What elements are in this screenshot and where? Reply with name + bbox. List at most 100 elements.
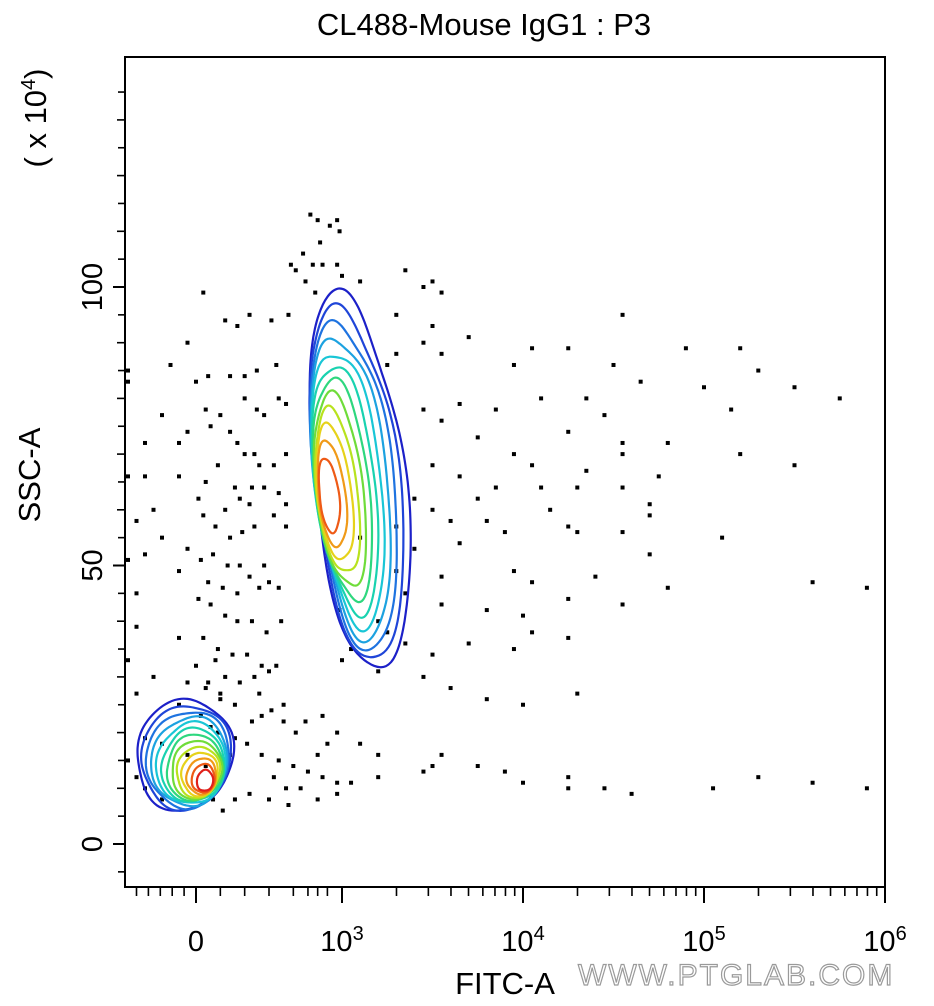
event-dot-171 [376,669,381,674]
event-dot-163 [177,635,181,640]
event-dot-125 [198,557,203,562]
event-dot-219 [475,764,480,769]
event-dot-233 [575,691,580,696]
event-dot-242 [511,569,516,574]
event-dot-128 [237,563,242,568]
event-dot-245 [810,580,815,585]
y-axis-multiplier: ( x 104) [18,69,53,168]
event-dot-12 [358,279,363,284]
event-dot-141 [439,602,444,607]
event-dot-82 [252,452,257,457]
y-axis-label: SSC-A [12,427,47,522]
event-dot-103 [276,491,281,496]
contour-upper-2 [308,319,398,652]
event-dot-261 [196,496,201,501]
event-dot-183 [281,719,286,724]
event-dot-24 [269,318,274,323]
event-dot-67 [475,435,480,440]
event-dot-42 [194,379,198,384]
event-dot-20 [201,290,206,295]
event-dot-90 [539,485,544,490]
event-dot-130 [143,552,147,557]
event-dot-172 [421,674,426,679]
event-dot-281 [325,741,330,746]
contour-upper-0 [308,287,412,669]
event-dot-56 [254,407,259,412]
event-dot-224 [756,775,761,780]
event-dot-149 [208,602,213,607]
event-dot-267 [245,741,250,746]
event-dot-246 [864,585,869,590]
event-dot-185 [303,719,308,724]
event-dot-170 [340,658,344,663]
event-dot-49 [683,346,688,351]
y-tick-label-0: 0 [77,836,109,852]
event-dot-23 [247,312,252,317]
event-dot-146 [665,585,670,590]
event-dot-46 [254,368,259,373]
event-dot-47 [274,362,279,367]
event-dot-94 [647,513,652,518]
event-dot-188 [358,741,363,746]
event-dot-273 [335,780,340,785]
event-dot-193 [566,775,571,780]
event-dot-218 [439,752,444,757]
event-dot-169 [274,663,279,668]
event-dot-32 [466,335,471,340]
event-dot-266 [232,736,237,741]
event-dot-7 [310,262,315,267]
event-dot-174 [126,658,130,663]
event-dot-1 [315,218,320,223]
event-dot-93 [647,502,652,507]
event-dot-45 [242,374,247,379]
event-dot-41 [126,379,130,384]
event-dot-3 [335,218,340,223]
event-dot-101 [249,485,254,490]
event-dot-277 [349,647,354,652]
event-dot-144 [566,596,571,601]
event-dot-102 [262,485,267,490]
event-dot-100 [232,485,237,490]
event-dot-201 [185,752,190,757]
contour-upper-11 [317,457,342,535]
event-dot-213 [298,786,303,791]
event-dot-228 [218,697,223,702]
event-dot-178 [218,691,223,696]
event-dot-230 [281,702,286,707]
event-dot-99 [215,463,220,468]
event-dot-182 [269,708,274,713]
watermark: WWW.PTGLAB.COM [578,959,894,992]
event-dot-16 [288,262,293,267]
event-dot-35 [566,346,571,351]
event-dot-68 [511,452,516,457]
event-dot-121 [252,524,257,529]
event-dot-116 [151,507,156,512]
event-dot-22 [235,323,240,328]
event-dot-203 [126,758,130,763]
event-dot-229 [257,691,262,696]
event-dot-34 [530,346,535,351]
event-dot-6 [301,251,306,256]
event-dot-120 [240,530,245,535]
event-dot-196 [177,702,181,707]
event-dot-234 [194,663,198,668]
event-dot-161 [566,635,571,640]
event-dot-155 [385,630,390,635]
event-dot-86 [430,463,435,468]
event-dot-157 [430,652,435,657]
x-axis-label: FITC-A [455,966,555,1001]
event-dot-105 [412,496,417,501]
event-dot-280 [315,752,320,757]
event-dot-152 [249,619,254,624]
event-dot-21 [223,318,228,323]
event-dot-187 [335,730,340,735]
event-dot-51 [185,340,190,345]
event-dot-212 [286,803,291,808]
event-dot-30 [385,362,390,367]
event-dot-137 [257,585,262,590]
event-dot-78 [208,424,213,429]
event-dot-13 [421,285,426,289]
event-dot-166 [230,652,235,657]
event-dot-252 [223,507,228,512]
contour-layer [136,287,412,812]
